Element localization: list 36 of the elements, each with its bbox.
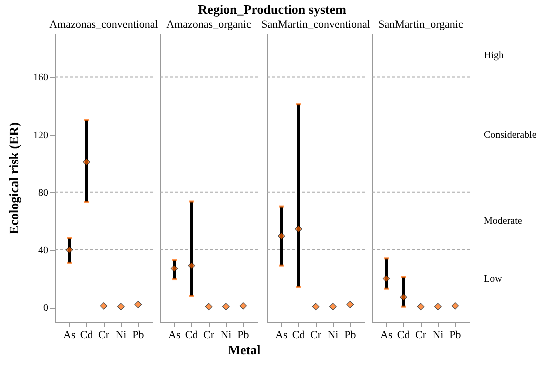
text: Considerable xyxy=(484,130,538,141)
y-tick-label: 120 xyxy=(34,130,48,142)
chart-title: SanMartin_organic xyxy=(378,19,464,31)
x-tick-label: Pb xyxy=(238,330,250,342)
x-tick-label: Cd xyxy=(185,330,199,342)
y-axis-title: Ecological risk (ER) xyxy=(6,122,22,234)
chart-title: Amazonas_organic xyxy=(166,19,252,31)
text: Region_Production system xyxy=(198,2,347,17)
x-tick-label: As xyxy=(275,330,288,342)
text: Low xyxy=(484,274,504,285)
y-tick-label: 160 xyxy=(34,72,48,84)
x-tick-label: As xyxy=(380,330,393,342)
x-tick-label: Pb xyxy=(344,330,357,342)
x-tick-label: Cd xyxy=(80,330,94,342)
x-axis-title: Metal xyxy=(228,342,262,358)
x-tick-label: Cd xyxy=(397,330,411,342)
chart-title: SanMartin_conventional xyxy=(262,19,370,31)
x-tick-label: Ni xyxy=(220,330,232,342)
y-tick-label: 40 xyxy=(38,246,48,256)
y-tick-label: 80 xyxy=(38,188,48,199)
x-tick-label: Cr xyxy=(98,330,110,342)
x-tick-label: As xyxy=(63,330,76,342)
x-tick-label: Pb xyxy=(450,330,462,342)
x-tick-label: Ni xyxy=(116,330,127,342)
x-tick-label: Cd xyxy=(292,330,306,342)
x-tick-label: As xyxy=(168,330,181,342)
y-tick-label: 0 xyxy=(44,303,48,314)
x-tick-label: Cr xyxy=(416,330,427,342)
x-tick-label: Cr xyxy=(204,330,215,342)
x-tick-label: Cr xyxy=(310,330,322,342)
x-tick-label: Ni xyxy=(328,330,339,342)
x-tick-label: Ni xyxy=(432,330,444,342)
chart-title: Amazonas_conventional xyxy=(50,19,158,31)
text: High xyxy=(484,50,504,62)
text: Moderate xyxy=(484,216,523,228)
x-tick-label: Pb xyxy=(132,330,145,342)
